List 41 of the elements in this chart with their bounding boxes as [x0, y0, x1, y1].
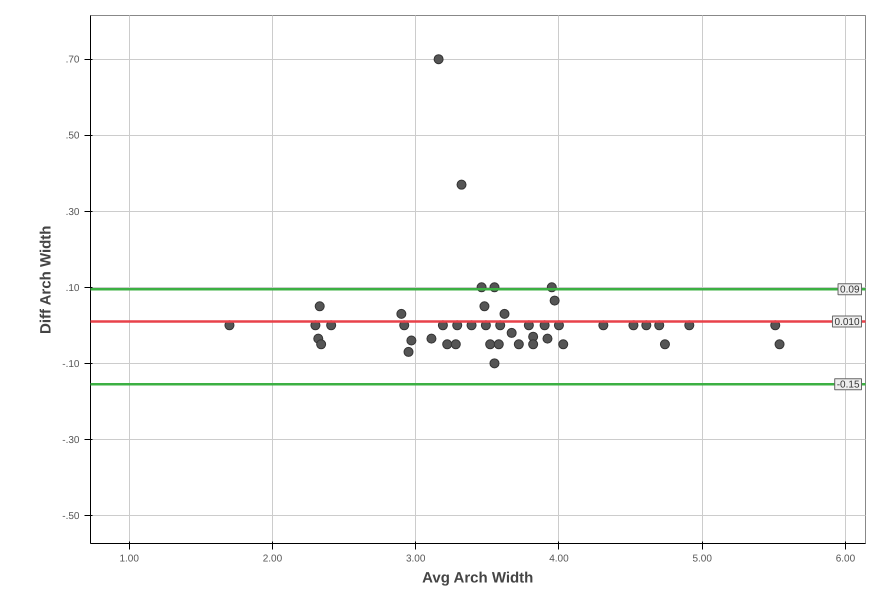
point [528, 339, 538, 350]
y-tick-label: -.50 [62, 510, 80, 522]
point [434, 54, 444, 64]
point [489, 358, 500, 368]
point [774, 339, 785, 350]
point [558, 339, 568, 350]
point [450, 339, 461, 350]
point [314, 301, 325, 312]
x-tick-label: 4.00 [549, 554, 570, 564]
point [660, 339, 670, 350]
x-tick-label: 5.00 [692, 554, 712, 564]
ref-line-label: -0.15 [836, 380, 860, 391]
y-tick-label: .70 [66, 54, 80, 66]
point [514, 339, 524, 350]
point [316, 339, 326, 350]
x-tick-label: 6.00 [836, 554, 856, 564]
ref-line-label: 0.010 [834, 317, 860, 328]
point [426, 334, 436, 344]
y-axis-title: Diff Arch Width [37, 226, 54, 334]
y-tick-label: .50 [66, 130, 80, 142]
point [404, 346, 414, 357]
y-tick-label: -.30 [62, 434, 80, 446]
x-tick-label: 2.00 [262, 554, 283, 564]
point [396, 308, 406, 319]
x-axis-title: Avg Arch Width [422, 570, 534, 586]
x-tick-label: 1.00 [119, 554, 140, 564]
y-tick-label: .10 [66, 282, 80, 294]
point [542, 334, 552, 344]
ref-line-label: 0.09 [840, 284, 860, 296]
point [456, 180, 467, 190]
x-tick-label: 3.00 [406, 554, 426, 564]
point [406, 336, 416, 346]
y-tick-label: .30 [66, 206, 80, 218]
point [550, 296, 560, 306]
point [442, 339, 452, 350]
point [494, 339, 504, 350]
point [500, 308, 510, 319]
point [479, 301, 490, 312]
point [506, 328, 517, 338]
y-tick-label: -.10 [62, 358, 80, 370]
point [485, 339, 496, 350]
